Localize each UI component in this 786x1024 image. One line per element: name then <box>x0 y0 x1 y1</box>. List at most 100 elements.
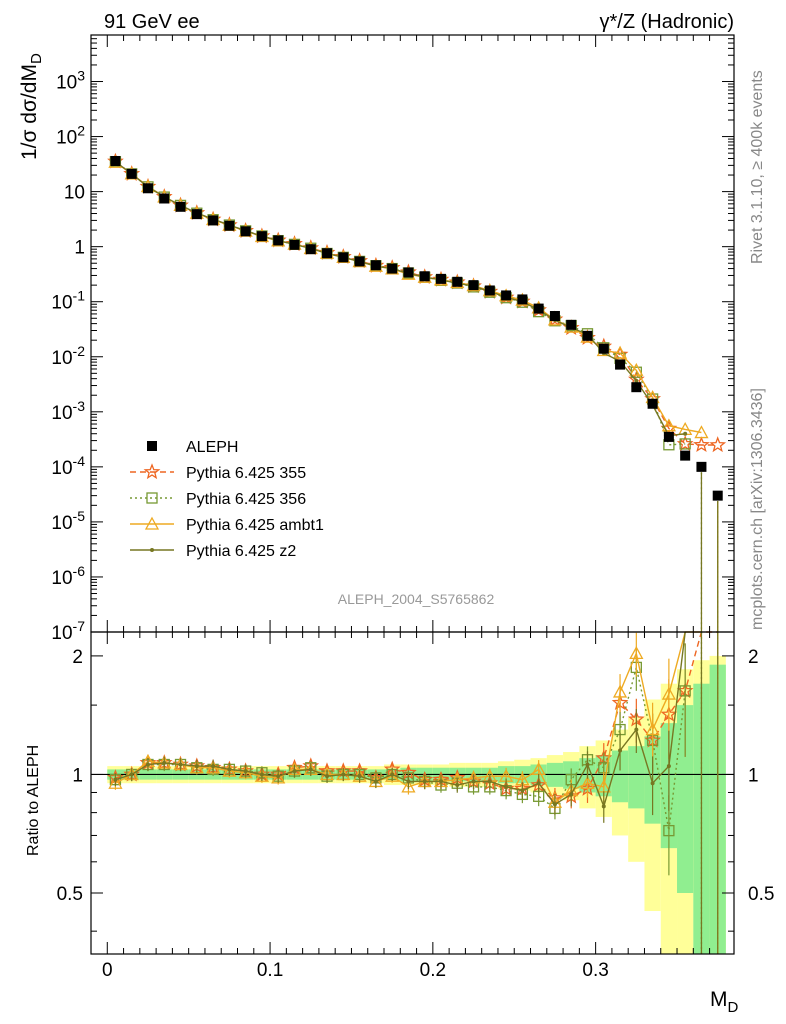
data-point <box>338 252 349 263</box>
marker-dot <box>650 781 655 786</box>
marker-dot <box>552 802 557 807</box>
marker-triangle <box>612 345 628 359</box>
data-point <box>159 193 170 204</box>
y-tick-label: 10-4 <box>51 453 85 479</box>
x-axis-label: MD <box>710 988 739 1016</box>
marker-triangle <box>645 722 660 736</box>
y-tick-label: 10-6 <box>51 563 85 589</box>
data-point <box>240 226 251 237</box>
data-point <box>647 398 658 409</box>
marker-square <box>679 438 691 450</box>
data-point <box>549 311 560 322</box>
marker-dot <box>520 788 525 793</box>
marker-dot <box>243 769 248 774</box>
marker-dot <box>150 548 154 552</box>
y-axis-label-bottom: Ratio to ALEPH <box>25 745 42 856</box>
ratio-tick-label-right: 0.5 <box>748 884 774 905</box>
marker-triangle <box>222 763 237 777</box>
marker-dot <box>487 779 492 784</box>
y-tick-label: 10-5 <box>51 508 85 534</box>
data-point <box>468 280 479 291</box>
marker-triangle <box>661 418 676 432</box>
title-right: γ*/Z (Hadronic) <box>600 11 734 33</box>
marker-dot <box>666 764 671 769</box>
side-label-mcplots: mcplots.cern.ch [arXiv:1306.3436] <box>749 388 766 630</box>
series-line-ratio <box>115 667 686 831</box>
data-point <box>517 294 528 305</box>
marker-dot <box>341 772 346 777</box>
marker-dot <box>683 431 688 436</box>
ratio-tick-label-right: 2 <box>748 647 759 668</box>
data-point <box>126 168 137 179</box>
band-inner <box>677 705 694 893</box>
data-point <box>322 248 333 259</box>
data-point <box>289 239 300 250</box>
y-tick-label: 10-2 <box>51 343 85 369</box>
marker-dot <box>438 779 443 784</box>
marker-triangle <box>254 768 270 782</box>
data-point <box>582 330 593 341</box>
x-tick-label: 0.3 <box>582 960 608 981</box>
data-points <box>110 155 723 501</box>
marker-triangle <box>612 684 628 698</box>
ratio-tick-label-left: 1 <box>72 765 83 786</box>
series-line-top <box>114 161 686 446</box>
y-tick-label: 102 <box>56 123 85 149</box>
ratio-tick-label-left: 2 <box>72 647 83 668</box>
series-line-top <box>114 160 718 446</box>
ratio-tick-label-left: 0.5 <box>57 884 83 905</box>
marker-triangle <box>629 645 644 660</box>
y-tick-label: 10-1 <box>51 288 85 314</box>
marker-square <box>663 824 675 837</box>
marker-triangle <box>580 775 595 789</box>
marker-dot <box>211 764 216 769</box>
legend-label: Pythia 6.425 z2 <box>186 543 296 560</box>
data-point <box>452 276 463 287</box>
legend-label: Pythia 6.425 356 <box>186 491 306 508</box>
marker-triangle <box>144 516 160 530</box>
analysis-label: ALEPH_2004_S5765862 <box>338 591 495 607</box>
marker-dot <box>504 784 509 789</box>
data-point <box>680 450 691 461</box>
marker-triangle <box>661 686 676 700</box>
title-left: 91 GeV ee <box>104 11 200 33</box>
marker-dot <box>634 727 639 732</box>
band-inner <box>628 746 645 809</box>
y-tick-label: 103 <box>56 68 85 94</box>
marker-triangle <box>108 775 123 789</box>
ratio-tick-label-right: 1 <box>748 765 759 786</box>
axes: 0 0.1 0.2 0.3 10-7 10-6 10-5 10-4 10-3 10-2 10-1 1 1… <box>51 34 774 981</box>
legend: ALEPH Pythia 6.425 355 Pythia 6.425 356 Pyt… <box>130 439 324 560</box>
marker-dot <box>227 767 232 772</box>
marker-square <box>679 685 691 697</box>
data-point <box>370 260 381 271</box>
marker-dot <box>357 774 362 779</box>
data-point <box>256 231 267 242</box>
marker-dot <box>162 760 167 765</box>
marker-dot <box>536 781 541 786</box>
data-point <box>419 271 430 282</box>
marker-square <box>146 492 158 504</box>
series-line-top <box>114 161 686 437</box>
data-point <box>631 382 642 393</box>
marker-dot <box>422 779 427 784</box>
marker-dot <box>390 772 395 777</box>
marker-dot <box>145 762 150 767</box>
marker-triangle <box>694 425 709 439</box>
data-point <box>305 244 316 255</box>
marker-dot <box>634 378 639 383</box>
marker-dot <box>194 764 199 769</box>
marker-star <box>693 436 710 453</box>
marker-dot <box>618 748 623 753</box>
data-point <box>387 263 398 274</box>
data-point <box>403 267 414 278</box>
marker-dot <box>455 783 460 788</box>
marker-dot <box>292 769 297 774</box>
y-tick-label: 10 <box>64 183 85 204</box>
legend-label: ALEPH <box>186 439 238 456</box>
marker-star <box>709 436 727 453</box>
side-label-rivet: Rivet 3.1.10, ≥ 400k events <box>749 70 766 264</box>
marker-dot <box>569 792 574 797</box>
marker-dot <box>178 762 183 767</box>
